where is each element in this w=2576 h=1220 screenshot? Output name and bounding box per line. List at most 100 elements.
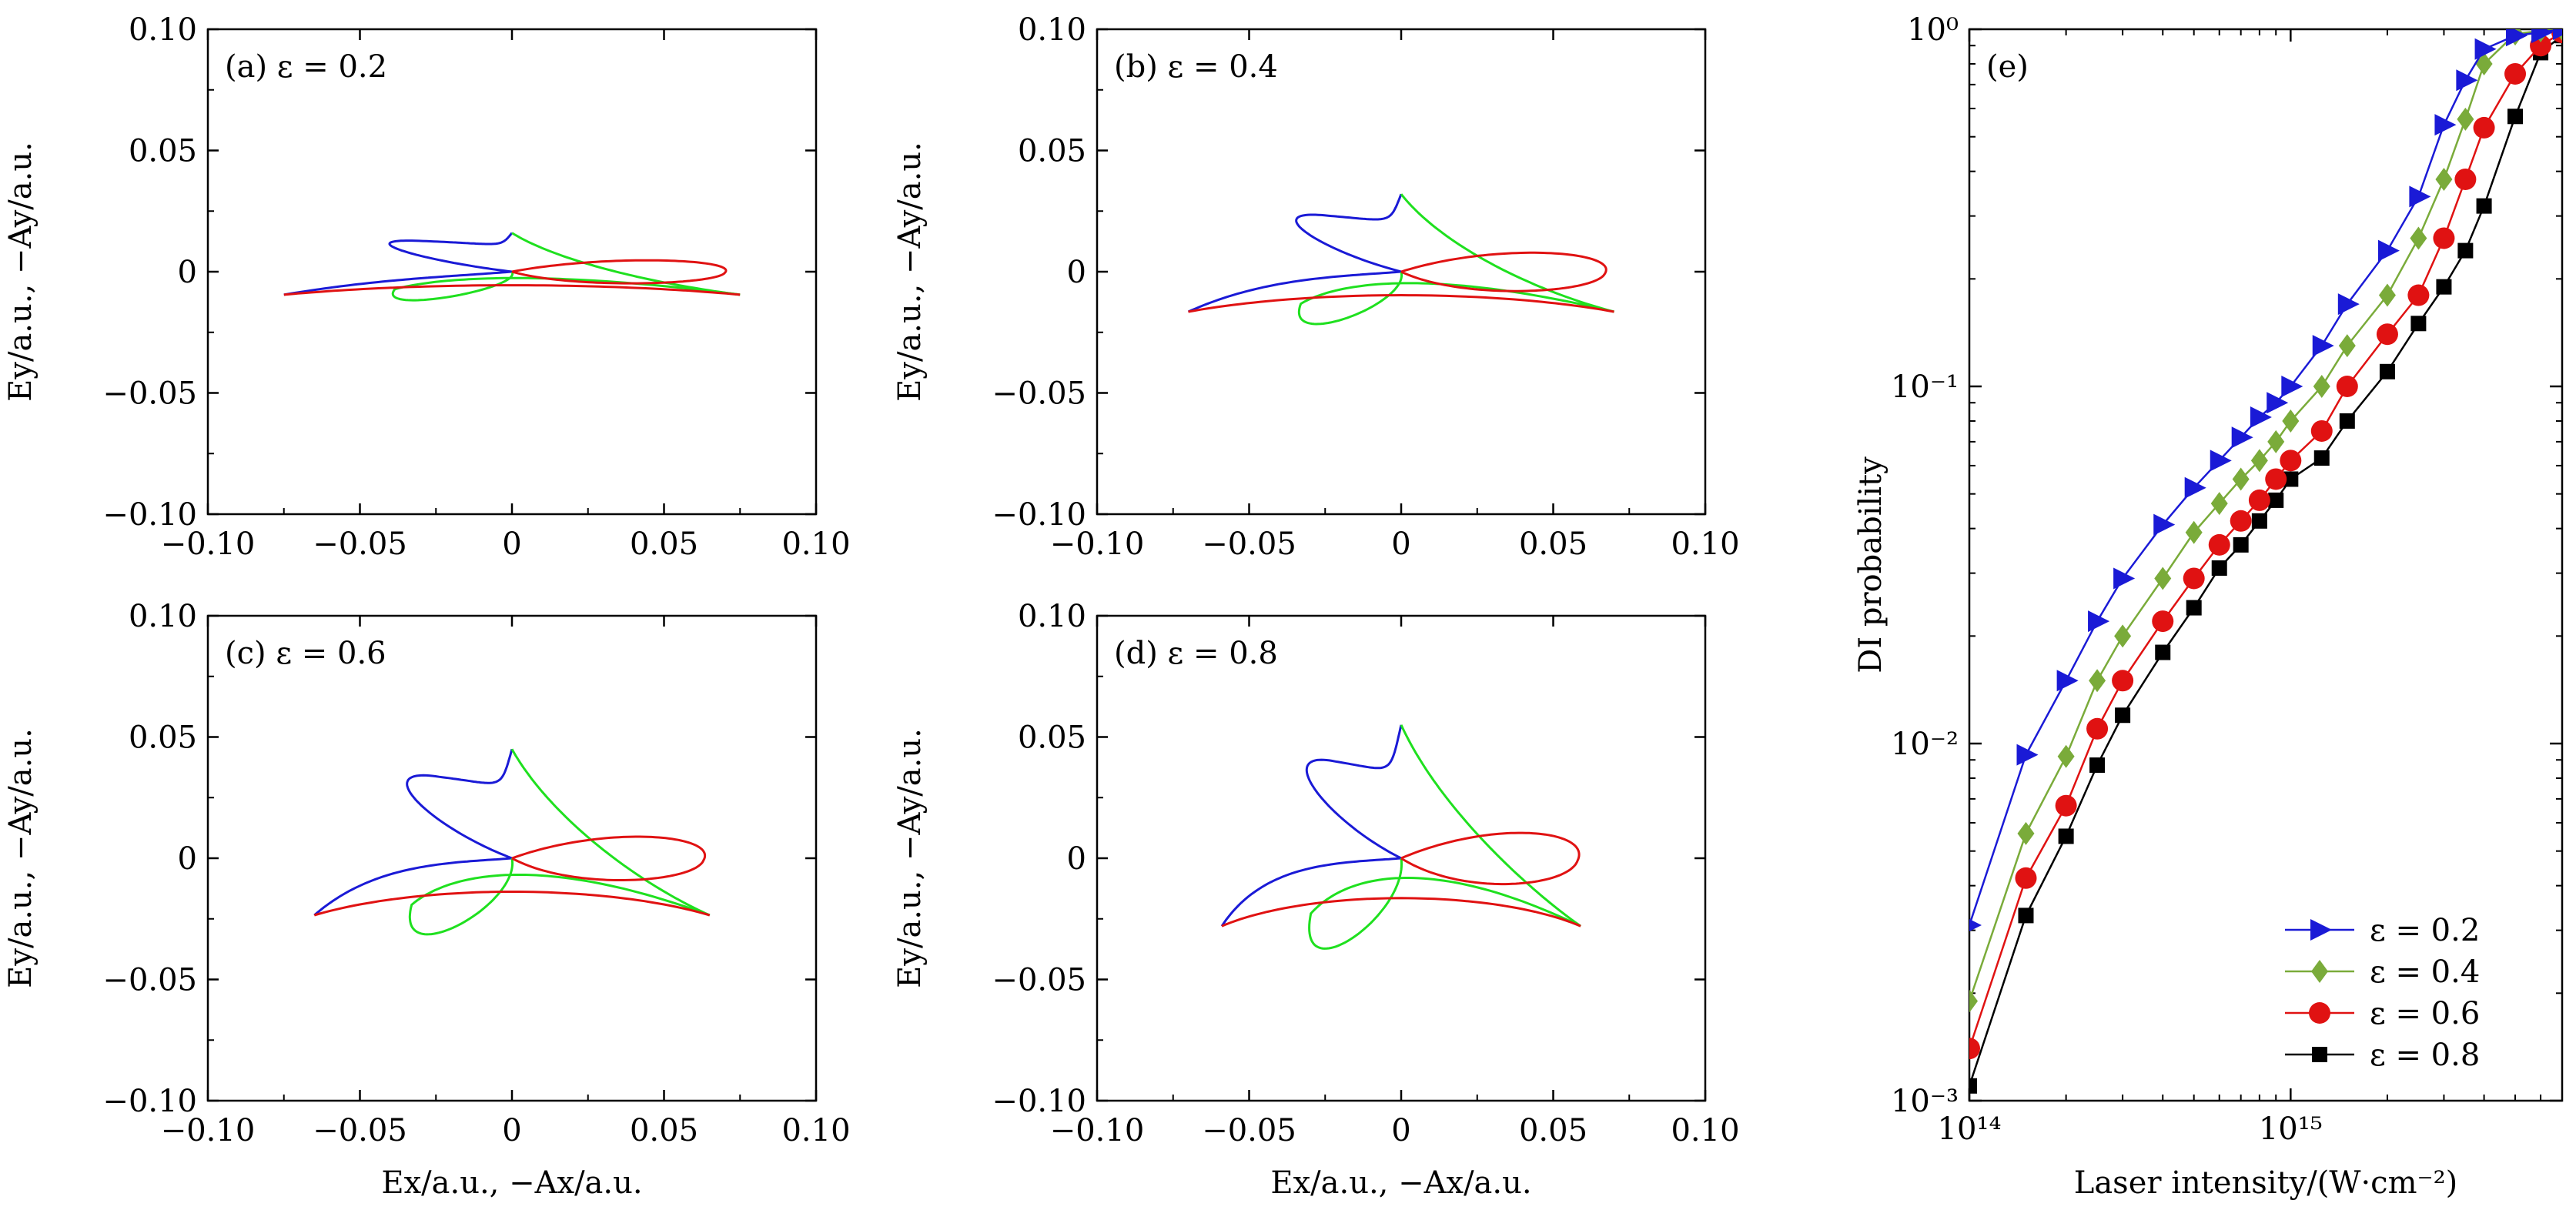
trajectory-blue-0 bbox=[283, 270, 513, 296]
y-tick-label: 0.10 bbox=[129, 12, 197, 48]
data-point bbox=[2312, 335, 2334, 357]
y-tick-label: 0.10 bbox=[1018, 12, 1086, 48]
series-line bbox=[1969, 32, 2562, 1049]
x-axis-label: Ex/a.u., −Ax/a.u. bbox=[381, 1165, 642, 1201]
y-tick-label: −0.10 bbox=[102, 497, 197, 533]
data-point bbox=[2114, 624, 2132, 648]
data-point bbox=[2015, 867, 2037, 889]
y-tick-label: 0 bbox=[1067, 841, 1086, 877]
data-point bbox=[2232, 467, 2250, 491]
data-point bbox=[2155, 644, 2171, 660]
x-tick-label: 0.10 bbox=[1671, 526, 1739, 562]
data-point bbox=[2185, 520, 2203, 544]
data-point bbox=[2378, 283, 2396, 307]
data-point bbox=[2454, 168, 2477, 190]
data-point bbox=[2410, 316, 2427, 332]
y-tick-label: 0.05 bbox=[129, 720, 197, 756]
trajectory-green-1 bbox=[1308, 857, 1581, 950]
data-point bbox=[1969, 989, 1978, 1013]
data-point bbox=[2268, 492, 2284, 508]
data-point bbox=[2339, 413, 2355, 429]
y-tick-label: −0.10 bbox=[102, 1084, 197, 1119]
data-point bbox=[2210, 492, 2228, 516]
data-point bbox=[2553, 29, 2562, 40]
plot-area bbox=[1969, 29, 2562, 1094]
trajectory-blue-0 bbox=[1187, 270, 1402, 313]
trajectory-red-0 bbox=[313, 891, 711, 917]
data-point bbox=[2089, 757, 2106, 774]
data-point bbox=[2186, 600, 2202, 616]
data-point bbox=[2310, 419, 2333, 442]
data-point bbox=[2017, 821, 2035, 845]
data-point bbox=[2056, 670, 2079, 692]
data-point bbox=[2018, 907, 2034, 924]
data-point bbox=[2250, 449, 2268, 473]
y-axis-label: Ey/a.u., −Ay/a.u. bbox=[892, 142, 928, 402]
data-point bbox=[2231, 426, 2253, 449]
data-point bbox=[2475, 52, 2493, 75]
x-axis-label: Ex/a.u., −Ax/a.u. bbox=[1270, 1165, 1531, 1201]
trajectory-green-0 bbox=[511, 232, 741, 296]
data-point bbox=[2211, 560, 2227, 577]
data-point bbox=[2436, 279, 2452, 295]
data-point bbox=[2089, 669, 2106, 693]
x-tick-label: 0.05 bbox=[630, 1113, 698, 1148]
data-point bbox=[1969, 1078, 1977, 1094]
data-point bbox=[1969, 1038, 1980, 1060]
data-point bbox=[2313, 375, 2330, 398]
legend: ε = 0.2 ε = 0.4 ε = 0.6 ε = 0.8 bbox=[2285, 913, 2480, 1073]
trajectory-green-1 bbox=[391, 271, 741, 302]
trajectory-blue-0 bbox=[313, 857, 513, 917]
y-tick-label: 0.10 bbox=[129, 599, 197, 634]
data-point bbox=[2057, 744, 2075, 768]
legend-label: ε = 0.8 bbox=[2370, 1038, 2480, 1073]
data-point bbox=[2457, 242, 2474, 259]
y-tick-label: 10⁻³ bbox=[1891, 1084, 1959, 1119]
y-tick-label: −0.10 bbox=[992, 1084, 1086, 1119]
trajectory-blue-1 bbox=[406, 748, 514, 860]
data-point bbox=[2251, 513, 2267, 529]
data-point bbox=[2336, 376, 2358, 397]
legend-label: ε = 0.2 bbox=[2370, 913, 2480, 948]
data-point bbox=[2248, 489, 2270, 511]
trajectory-green-0 bbox=[1400, 724, 1581, 928]
x-tick-label: −0.10 bbox=[1050, 1113, 1145, 1148]
panel-label: (d) ε = 0.8 bbox=[1114, 636, 1278, 671]
data-point bbox=[2183, 567, 2205, 590]
x-tick-label: 0.05 bbox=[630, 526, 698, 562]
data-point bbox=[2267, 392, 2289, 414]
data-point bbox=[2153, 513, 2176, 536]
data-point bbox=[2434, 114, 2457, 136]
panel-b: −0.10 −0.05 0 0.05 0.10 0.10 0.05 0 −0.05 −0.10 (b… bbox=[892, 12, 1740, 562]
y-tick-label: −0.05 bbox=[992, 963, 1086, 998]
x-tick-label: 10¹⁵ bbox=[2259, 1111, 2323, 1147]
data-point bbox=[2410, 226, 2427, 250]
legend-label: ε = 0.4 bbox=[2370, 954, 2480, 990]
data-point bbox=[2184, 476, 2206, 499]
data-point bbox=[2377, 239, 2400, 262]
data-point bbox=[2208, 533, 2230, 556]
x-tick-label: −0.10 bbox=[161, 1113, 256, 1148]
trajectory-red-0 bbox=[1188, 293, 1614, 313]
x-tick-label: 0 bbox=[502, 1113, 521, 1148]
y-tick-label: 10⁻² bbox=[1891, 727, 1959, 762]
data-point bbox=[2456, 69, 2478, 92]
data-point bbox=[2152, 610, 2174, 633]
x-tick-label: −0.05 bbox=[1202, 1113, 1296, 1148]
y-axis-label: Ey/a.u., −Ay/a.u. bbox=[892, 728, 928, 988]
y-axis-label: DI probability bbox=[1853, 456, 1889, 674]
panel-label: (a) ε = 0.2 bbox=[225, 49, 387, 85]
panel-label: (b) ε = 0.4 bbox=[1114, 49, 1278, 85]
data-point bbox=[2267, 430, 2285, 453]
data-point bbox=[2055, 794, 2077, 817]
x-tick-label: −0.05 bbox=[313, 1113, 407, 1148]
data-point bbox=[2435, 167, 2453, 191]
data-point bbox=[2457, 107, 2474, 131]
y-axis-label: Ey/a.u., −Ay/a.u. bbox=[3, 142, 38, 402]
data-point bbox=[1969, 919, 1982, 932]
legend-label: ε = 0.6 bbox=[2370, 996, 2480, 1031]
trajectory-green-1 bbox=[1297, 271, 1614, 326]
data-point bbox=[2282, 409, 2300, 433]
data-point bbox=[2233, 536, 2249, 553]
data-point bbox=[2086, 717, 2109, 740]
